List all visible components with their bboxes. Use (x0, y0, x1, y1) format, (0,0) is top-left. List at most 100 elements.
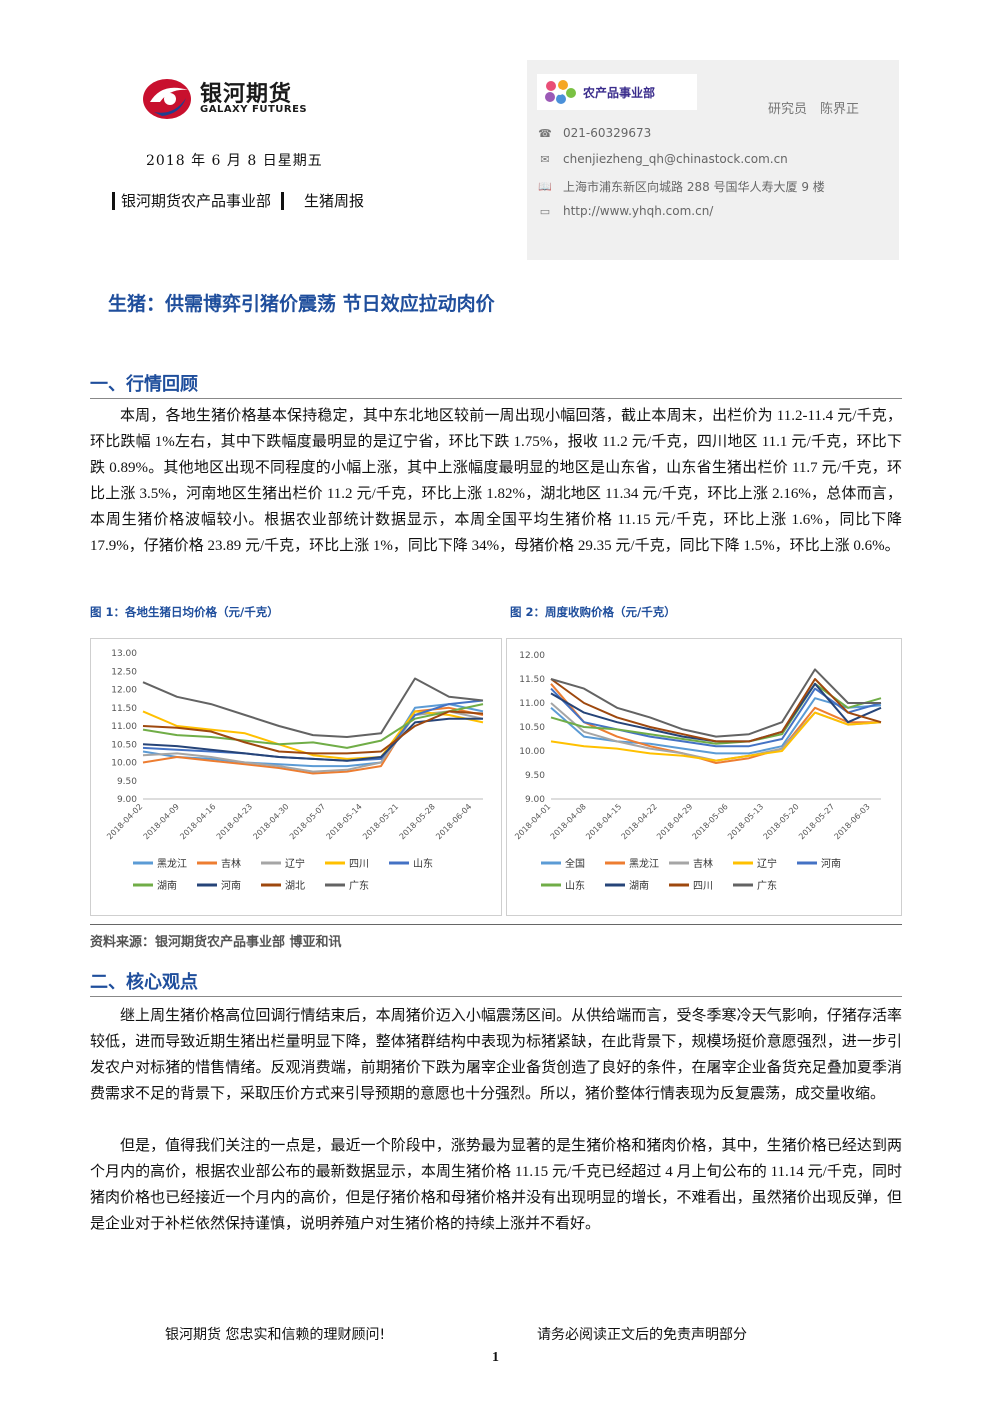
legend-label: 吉林 (693, 857, 713, 870)
legend-label: 全国 (565, 857, 585, 870)
legend-label: 广东 (757, 879, 777, 892)
y-tick-label: 12.00 (519, 651, 545, 661)
x-tick-label: 2018-05-07 (288, 802, 327, 841)
x-tick-label: 2018-04-02 (105, 802, 144, 841)
figure-1-chart: 13.00 12.50 12.00 11.50 11.00 10.50 10.00 9.50 9… (105, 649, 484, 892)
legend-label: 辽宁 (285, 857, 305, 870)
address: 上海市浦东新区向城路 288 号国华人寿大厦 9 楼 (563, 180, 825, 194)
x-tick-label: 2018-06-03 (833, 802, 872, 841)
y-tick-label: 10.50 (111, 740, 137, 750)
x-tick-label: 2018-04-09 (142, 802, 181, 841)
contact-website-row: ▭ http://www.yhqh.com.cn/ (537, 204, 714, 218)
legend-label: 四川 (349, 859, 369, 870)
series-line (550, 678, 882, 743)
contact-panel: 农产品事业部 研究员 陈界正 ☎ 021-60329673 ✉ chenjiez… (527, 60, 899, 260)
brand-name: 银河期货 (200, 82, 293, 107)
legend-label: 湖南 (157, 879, 177, 892)
section-2-rule (90, 996, 902, 997)
book-icon: 📖 (538, 180, 552, 193)
section-1-rule (90, 398, 902, 399)
researcher-name: 研究员 陈界正 (767, 102, 859, 117)
report-department-line: 银河期货农产品事业部 生猪周报 (112, 190, 364, 211)
x-tick-label: 2018-05-28 (398, 802, 437, 841)
series-line (142, 677, 484, 738)
y-tick-label: 10.00 (111, 759, 137, 769)
series-line (550, 682, 882, 743)
figure-1-caption: 图 1：各地生猪日均价格（元/千克） (90, 605, 279, 619)
flower-logo-icon (545, 80, 576, 104)
series-line (550, 697, 882, 755)
footer-disclaimer[interactable]: 请务必阅读正文后的免责声明部分 (537, 1327, 747, 1343)
y-tick-label: 10.00 (519, 747, 545, 757)
y-tick-label: 9.00 (117, 795, 137, 805)
divider-bar (281, 191, 285, 210)
y-tick-label: 12.00 (111, 686, 137, 696)
series-line (550, 683, 881, 764)
contact-email-row: ✉ chenjiezheng_qh@chinastock.com.cn (537, 152, 788, 166)
x-tick-label: 2018-04-22 (620, 802, 659, 841)
x-tick-label: 2018-05-20 (762, 802, 801, 841)
x-tick-label: 2018-04-29 (655, 802, 694, 841)
section-2-paragraph-2: 但是，值得我们关注的一点是，最近一个阶段中，涨势最为显著的是生猪价格和猪肉价格，… (90, 1138, 902, 1232)
series-line (142, 710, 484, 760)
legend-label: 黑龙江 (157, 857, 187, 870)
section-1-title: 一、行情回顾 (90, 374, 198, 395)
x-tick-label: 2018-05-21 (361, 802, 400, 841)
y-tick-label: 11.50 (519, 675, 545, 685)
x-tick-label: 2018-04-01 (513, 802, 552, 841)
legend-label: 辽宁 (757, 857, 777, 870)
divider-bar (112, 191, 115, 210)
page-number: 1 (492, 1350, 499, 1365)
x-tick-label: 2018-06-04 (434, 802, 473, 841)
figure-2-caption: 图 2：周度收购价格（元/千克） (510, 605, 676, 619)
legend-label: 吉林 (221, 857, 241, 870)
department-name: 银河期货农产品事业部 (121, 192, 272, 210)
legend-label: 河南 (221, 879, 241, 892)
section-1-paragraph: 本周，各地生猪价格基本保持稳定，其中东北地区较前一周出现小幅回落，截止本周末，出… (90, 408, 902, 554)
legend-label: 山东 (565, 879, 585, 892)
series-line (550, 682, 882, 745)
legend-label: 湖北 (285, 880, 305, 892)
legend-label: 四川 (693, 881, 713, 892)
y-tick-label: 11.00 (111, 722, 137, 732)
report-title: 生猪：供需博弈引猪价震荡 节日效应拉动肉价 (108, 293, 495, 315)
y-tick-label: 9.50 (525, 771, 545, 781)
legend-label: 山东 (413, 857, 433, 870)
series-line (550, 702, 882, 762)
y-tick-label: 9.00 (525, 795, 545, 805)
y-tick-label: 10.50 (519, 723, 545, 733)
email-address[interactable]: chenjiezheng_qh@chinastock.com.cn (563, 152, 788, 166)
phone-icon: ☎ (538, 126, 552, 140)
footer-slogan: 银河期货 您忠实和信赖的理财顾问! (165, 1327, 386, 1343)
figure-2-frame: 12.00 11.50 11.00 10.50 10.00 9.50 9.00 2018-04… (506, 638, 902, 916)
x-tick-label: 2018-04-15 (584, 802, 623, 841)
x-tick-label: 2018-04-08 (549, 802, 588, 841)
section-2-paragraph-1: 继上周生猪价格高位回调行情结束后，本周猪价迈入小幅震荡区间。从供给端而言，受冬季… (90, 1008, 902, 1102)
x-tick-label: 2018-05-14 (325, 802, 364, 841)
x-tick-label: 2018-04-30 (251, 802, 290, 841)
x-tick-label: 2018-04-16 (178, 802, 217, 841)
x-tick-label: 2018-05-06 (691, 802, 730, 841)
y-tick-label: 9.50 (117, 777, 137, 787)
y-tick-label: 11.00 (519, 699, 545, 709)
brand-subtitle: GALAXY FUTURES (200, 104, 308, 115)
legend-label: 湖南 (629, 879, 649, 892)
mail-icon: ✉ (540, 152, 550, 166)
x-tick-label: 2018-05-27 (797, 802, 836, 841)
y-tick-label: 11.50 (111, 704, 137, 714)
website-link[interactable]: http://www.yhqh.com.cn/ (563, 204, 714, 218)
source-rule (90, 924, 902, 925)
contact-address-row: 📖 上海市浦东新区向城路 288 号国华人寿大厦 9 楼 (537, 178, 825, 195)
report-type: 生猪周报 (304, 192, 365, 210)
report-date: 2018 年 6 月 8 日星期五 (146, 153, 323, 169)
phone-number: 021-60329673 (563, 126, 652, 140)
series-line (142, 703, 484, 749)
legend-label: 广东 (349, 879, 369, 892)
series-line (550, 711, 882, 762)
contact-phone-row: ☎ 021-60329673 (537, 126, 651, 140)
y-tick-label: 13.00 (111, 649, 137, 659)
galaxy-logo-icon (143, 79, 191, 119)
x-tick-label: 2018-05-13 (726, 802, 765, 841)
figure-2-chart: 12.0011.5011.0010.5010.009.509.002018-04… (513, 651, 882, 892)
section-2-title: 二、核心观点 (90, 972, 198, 993)
